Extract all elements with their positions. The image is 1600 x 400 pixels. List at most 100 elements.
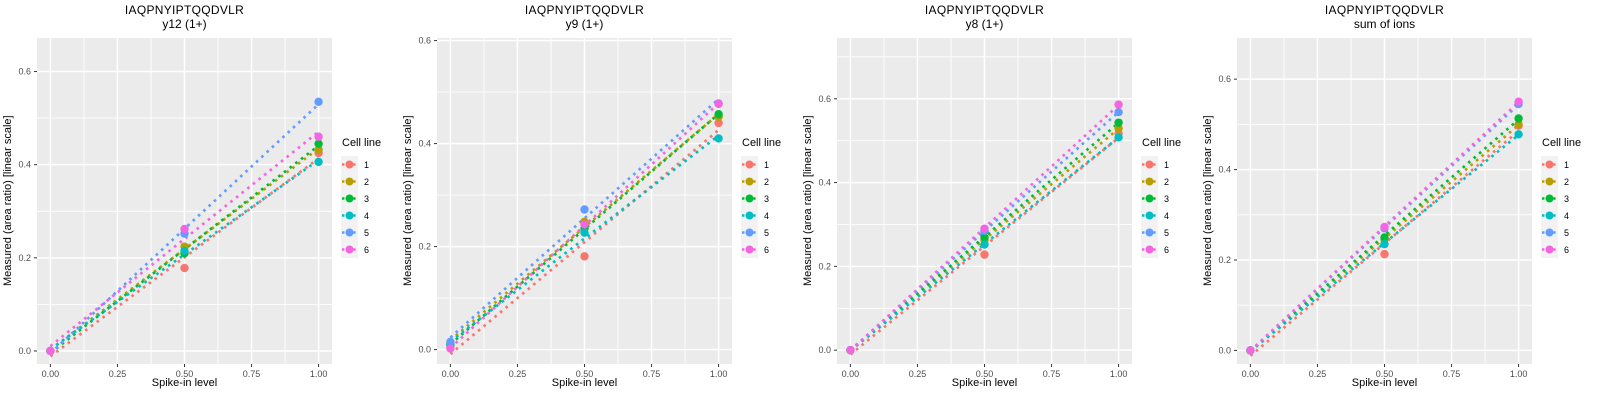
plot-title: IAQPNYIPTQQDVLR y8 (1+) [837,3,1132,31]
legend-items: 1 2 3 4 5 6 [341,156,381,258]
legend-label: 5 [1164,227,1170,238]
plot-title-peptide: IAQPNYIPTQQDVLR [124,3,245,17]
legend-item-cell-1: 1 [741,156,781,173]
legend-key-icon [1541,173,1558,190]
legend-key-icon [1141,241,1158,258]
legend-key-icon [1541,207,1558,224]
legend-label: 6 [364,244,370,255]
subplot-sum-of-ions: IAQPNYIPTQQDVLR sum of ions Measured (ar… [1200,0,1600,400]
legend-label: 1 [1564,159,1570,170]
legend-label: 6 [764,244,770,255]
data-point-cell-2 [314,145,323,154]
legend-key-icon [741,190,758,207]
legend-key-icon [741,207,758,224]
legend-label: 3 [364,193,370,204]
data-point-cell-1 [980,250,989,259]
legend-key-icon [741,224,758,241]
x-tick-label: 0.00 [442,369,460,379]
x-axis-label: Spike-in level [551,377,618,389]
plot-title: IAQPNYIPTQQDVLR y12 (1+) [37,3,332,31]
data-point-cell-6 [46,346,55,356]
legend-key-icon [741,241,758,258]
legend-item-cell-6: 6 [341,241,381,258]
data-point-cell-3 [980,233,989,242]
legend-items: 1 2 3 4 5 6 [1541,156,1581,258]
chart-canvas: 0.00 0.25 0.50 0.75 1.00 0.0 0.2 0.4 0.6 [818,38,1132,379]
y-tick-label: 0.6 [818,94,831,104]
legend-key-icon [1141,190,1158,207]
legend-item-cell-4: 4 [741,207,781,224]
legend-label: 2 [1164,176,1170,187]
data-point-cell-4 [1114,133,1123,142]
trend-line-cell-3 [49,144,320,354]
legend-key-icon [741,173,758,190]
x-axis-label: Spike-in level [151,377,218,389]
data-point-cell-4 [580,228,589,237]
legend-label: 3 [1564,193,1570,204]
legend-label: 3 [1164,193,1170,204]
data-point-cell-5 [1114,107,1123,117]
trend-line-cell-1 [449,129,720,356]
legend-key-icon [1141,224,1158,241]
legend-key-icon [1541,241,1558,258]
data-point-cell-5 [314,97,323,107]
legend-item-cell-1: 1 [341,156,381,173]
data-point-cell-6 [1246,346,1255,355]
plot-title-peptide: IAQPNYIPTQQDVLR [524,3,645,17]
legend-key-icon [341,207,358,224]
trend-line-cell-3 [849,121,1120,352]
legend-label: 6 [1564,244,1570,255]
y-tick-label: 0.2 [18,253,31,263]
legend-key-icon [341,156,358,173]
legend-title: Cell line [1542,137,1582,149]
data-point-cell-5 [446,337,455,347]
x-tick-label: 0.25 [909,369,927,379]
data-point-cell-1 [180,263,189,273]
plot-title-peptide: IAQPNYIPTQQDVLR [924,3,1045,17]
legend-key-icon [1141,173,1158,190]
x-tick-label: 1.00 [710,369,728,379]
legend-label: 2 [364,176,370,187]
legend-item-cell-3: 3 [1141,190,1181,207]
data-point-cell-6 [1380,222,1389,232]
plot-title-peptide: IAQPNYIPTQQDVLR [1324,3,1445,17]
x-tick-label: 0.75 [643,369,661,379]
plot-subtitle-ion: y9 (1+) [565,17,604,31]
x-axis-label: Spike-in level [1351,377,1418,389]
data-point-cell-4 [714,134,723,143]
axis-ticks [834,98,1120,367]
trend-line-cell-3 [449,112,720,346]
legend-item-cell-4: 4 [1541,207,1581,224]
data-point-cell-6 [580,220,589,229]
gridlines [1237,38,1532,364]
x-tick-label: 0.00 [42,369,60,379]
legend-label: 5 [1564,227,1570,238]
data-point-cell-6 [980,224,989,233]
data-point-cell-3 [1514,114,1523,123]
plot-subtitle-ion: y12 (1+) [162,17,207,31]
data-point-cell-6 [1114,100,1123,109]
legend-item-cell-3: 3 [1541,190,1581,207]
legend-item-cell-5: 5 [741,224,781,241]
legend-key-icon [1541,224,1558,241]
y-tick-label: 0.6 [1218,74,1231,84]
y-tick-label: 0.0 [18,346,31,356]
y-tick-label: 0.4 [818,178,831,188]
data-point-cell-2 [1114,124,1123,133]
data-point-cell-5 [580,205,589,214]
x-tick-label: 1.00 [1510,369,1528,379]
data-point-cell-3 [314,139,323,148]
legend-item-cell-6: 6 [741,241,781,258]
trend-line-cell-6 [1249,101,1520,352]
y-tick-label: 0.4 [418,139,431,149]
legend-items: 1 2 3 4 5 6 [1141,156,1181,258]
legend-label: 4 [764,210,770,221]
legend-key-icon [1541,190,1558,207]
legend-key-icon [1141,207,1158,224]
data-point-cell-3 [1380,233,1389,242]
y-tick-label: 0.4 [1218,165,1231,175]
x-tick-label: 0.00 [1242,369,1260,379]
chart-canvas: 0.00 0.25 0.50 0.75 1.00 0.0 0.2 0.4 0.6 [1218,38,1532,379]
legend: Cell line 1 2 3 4 5 6 [1541,137,1581,258]
x-tick-label: 1.00 [310,369,328,379]
